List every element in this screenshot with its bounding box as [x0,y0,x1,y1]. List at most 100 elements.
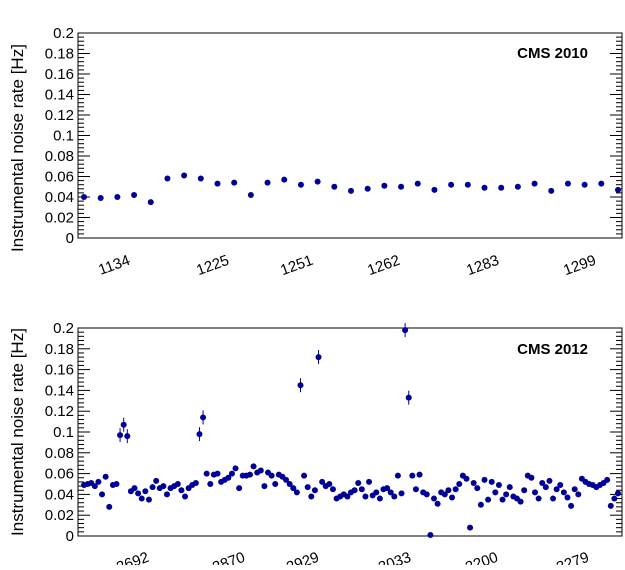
data-point [412,486,419,493]
data-point [181,172,188,179]
data-point [506,484,513,491]
y-tick-label: 0 [66,230,74,247]
data-point [97,195,104,202]
data-point [384,485,391,492]
data-point [228,470,235,477]
data-point [214,180,221,187]
data-point [481,476,488,483]
data-point [376,495,383,502]
data-point [414,180,421,187]
data-point [362,493,369,500]
y-tick-label: 0.18 [45,341,74,358]
y-tick-label: 0.12 [45,107,74,124]
data-point [575,491,582,498]
data-point [402,327,409,334]
data-point [445,487,452,494]
data-point [470,479,477,486]
y-tick-label: 0.02 [45,210,74,227]
data-point [290,485,297,492]
data-point [532,489,539,496]
data-point [398,183,405,190]
x-tick-label: 1283 [464,252,501,279]
data-point [571,486,578,493]
data-point [477,501,484,508]
data-point [474,485,481,492]
data-point [416,471,423,478]
data-point [293,489,300,496]
data-point [528,474,535,481]
data-point [149,484,156,491]
data-point [331,183,338,190]
data-point [214,470,221,477]
chart-title: CMS 2012 [517,341,588,358]
chart-title: CMS 2010 [517,45,588,62]
data-point [564,180,571,187]
y-tick-label: 0.04 [45,486,74,503]
data-point [434,500,441,507]
data-point [481,184,488,191]
data-point [314,178,321,185]
data-point [604,476,611,483]
data-point [358,486,365,493]
chart-panel-2: 0 0.02 0.04 0.06 0.08 0.1 0.12 0.14 0.16 0.18 0.2 I… [8,320,623,570]
data-point [521,487,528,494]
data-point [464,181,471,188]
x-tick-label: 3279 [554,549,591,565]
data-point [467,524,474,531]
data-point [449,494,456,501]
data-point [250,463,257,470]
data-point [281,176,288,183]
data-point [145,496,152,503]
data-point [99,491,106,498]
data-point [452,486,459,493]
data-point [539,479,546,486]
data-point [297,181,304,188]
data-point [355,479,362,486]
data-point [160,483,167,490]
data-point [207,481,214,487]
data-point [138,495,145,502]
data-point [102,473,109,480]
y-tick-label: 0.06 [45,466,74,483]
data-point [448,181,455,188]
data-point [182,493,189,500]
data-point [373,489,380,496]
data-point [153,477,160,484]
data-point [581,181,588,188]
data-point [297,382,304,389]
data-point [557,482,564,489]
data-point [329,486,336,493]
y-tick-label: 0.02 [45,507,74,524]
y-tick-label: 0.06 [45,169,74,186]
data-point [607,502,614,509]
data-point [283,476,290,483]
data-point [405,394,412,401]
y-tick-label: 0.08 [45,445,74,462]
data-point [106,503,113,510]
data-point [124,433,131,440]
data-point [531,180,538,187]
data-point [163,491,170,498]
data-point [564,494,571,501]
data-point [114,194,121,200]
data-point [568,502,575,509]
data-point [91,483,98,490]
data-point [247,191,254,198]
data-point [308,493,315,500]
x-tick-label: 1262 [365,252,402,279]
data-point [113,481,120,487]
y-tick-label: 0.14 [45,382,74,399]
data-point [553,486,560,493]
data-point [499,496,506,503]
y-tick-label: 0.12 [45,403,74,420]
data-point [344,493,351,500]
data-point [326,481,333,487]
data-point [598,180,605,187]
y-tick-label: 0.2 [53,320,74,337]
data-point [164,175,171,182]
data-point [348,187,354,194]
data-point [364,185,371,192]
data-point [264,179,271,186]
plot-frame [77,327,623,537]
